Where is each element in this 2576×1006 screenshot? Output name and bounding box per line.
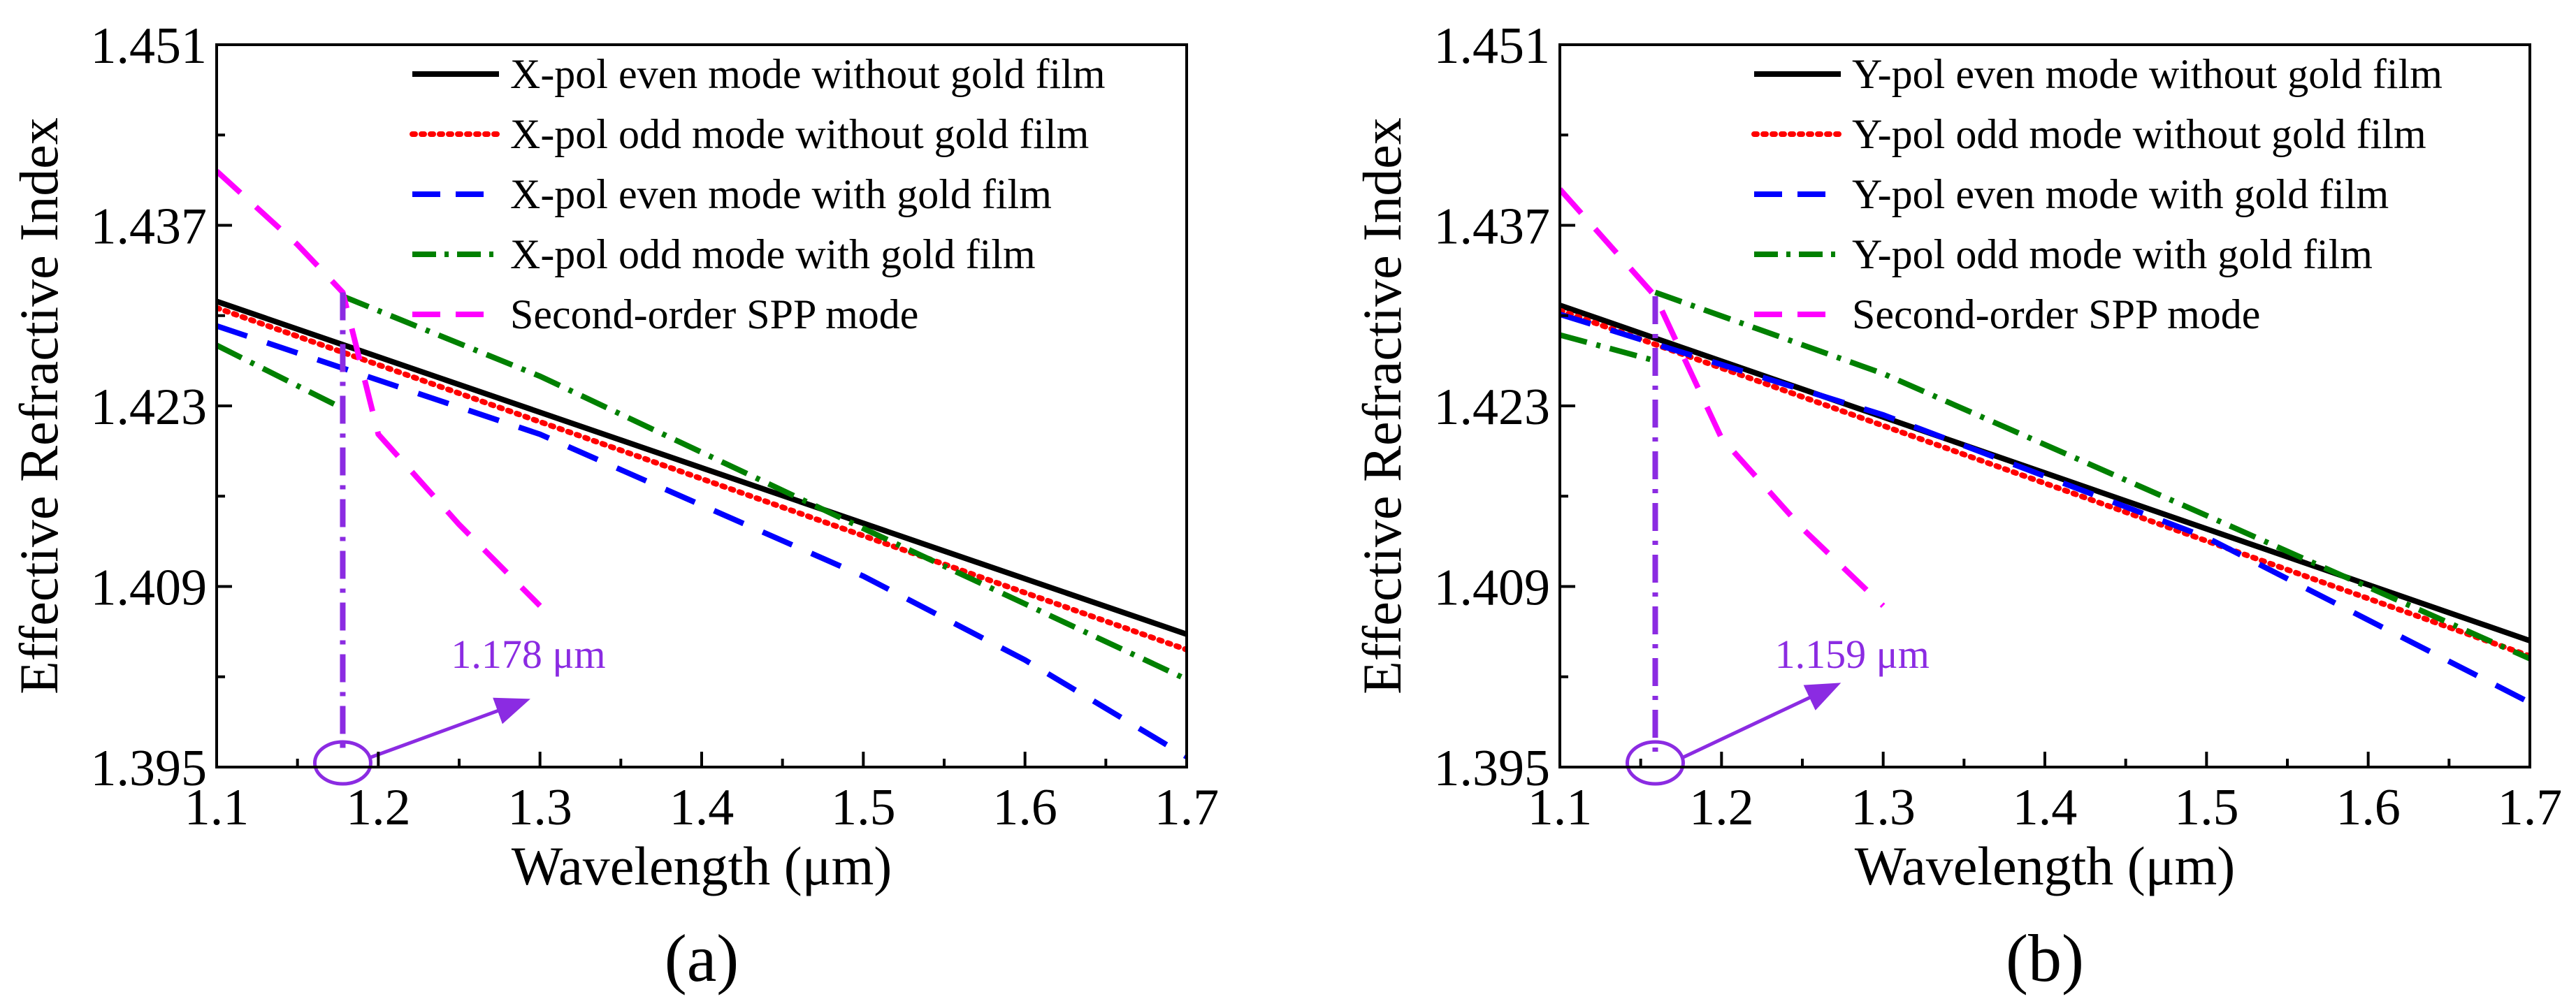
series-line-3 [1560,312,2530,706]
panel-label: (b) [2006,921,2084,996]
x-tick-label: 1.6 [992,779,1057,836]
annotation-circle [1625,740,1685,786]
series-line-5 [217,168,542,608]
x-tick-label: 1.7 [1155,779,1220,836]
series-line-4-seg2 [1654,289,2530,662]
y-tick-label: 1.437 [91,198,208,256]
series-line-3 [217,323,1187,759]
annotation-arrow [1682,683,1841,759]
x-tick-label: 1.6 [2336,779,2401,836]
y-tick-label: 1.409 [1434,560,1551,617]
series-group [1560,187,2530,706]
y-tick-label: 1.395 [1434,740,1551,797]
legend-label: Second-order SPP mode [1852,291,2260,337]
y-axis-label: Effective Refractive Index [1352,117,1412,694]
x-tick-label: 1.5 [2174,779,2239,836]
y-axis-label: Effective Refractive Index [8,117,69,694]
legend-label: Y-pol even mode without gold film [1852,51,2443,97]
x-tick-label: 1.1 [1528,779,1593,836]
legend-label: Y-pol odd mode with gold film [1852,231,2373,277]
series-line-4-seg1 [217,342,345,411]
x-tick-label: 1.4 [2013,779,2078,836]
legend-label: X-pol even mode without gold film [510,51,1106,97]
x-axis-label: Wavelength (μm) [512,836,892,896]
y-tick-label: 1.423 [91,379,208,436]
legend-label: X-pol odd mode with gold film [510,231,1036,277]
y-tick-label: 1.409 [91,560,208,617]
legend: Y-pol even mode without gold film Y-pol o… [1751,51,2443,337]
annotation-label: 1.159 μm [1775,632,1930,677]
x-tick-label: 1.4 [670,779,735,836]
x-axis-label: Wavelength (μm) [1855,836,2236,896]
x-tick-label: 1.1 [184,779,249,836]
x-tick-label: 1.3 [1851,779,1916,836]
series-line-2 [217,305,1187,653]
panel-label: (a) [665,921,739,996]
legend-label: X-pol even mode with gold film [510,171,1052,217]
annotation-label: 1.178 μm [451,632,605,677]
x-tick-label: 1.3 [507,779,572,836]
y-tick-label: 1.451 [91,17,208,75]
y-tick-label: 1.437 [1434,198,1551,256]
y-tick-label: 1.423 [1434,379,1551,436]
legend-label: Y-pol even mode with gold film [1852,171,2389,217]
series-line-4-seg1 [1560,332,1656,364]
legend-label: X-pol odd mode without gold film [510,111,1089,157]
legend: X-pol even mode without gold film X-pol o… [410,51,1106,337]
legend-label: Second-order SPP mode [510,291,918,337]
annotation-arrow [370,697,530,759]
series-line-1 [1560,302,2530,643]
chart-panel-a: 1.178 μm 1.1 1.2 1.3 1.4 1.5 1.6 1.7 1.395 1.409 1… [8,17,1219,996]
y-tick-label: 1.451 [1434,17,1551,75]
x-tick-label: 1.5 [831,779,896,836]
x-tick-label: 1.2 [1689,779,1754,836]
series-line-2 [1560,307,2530,659]
annotation-circle [312,740,372,786]
x-tick-label: 1.2 [346,779,411,836]
series-line-4-seg2 [341,293,1187,683]
x-tick-label: 1.7 [2498,779,2563,836]
chart-panel-b: 1.159 μm 1.1 1.2 1.3 1.4 1.5 1.6 1.7 1.395 1.409 1… [1352,17,2562,996]
series-line-1 [217,298,1187,637]
y-tick-label: 1.395 [91,740,208,797]
series-group [217,168,1187,759]
legend-label: Y-pol odd mode without gold film [1852,111,2426,157]
